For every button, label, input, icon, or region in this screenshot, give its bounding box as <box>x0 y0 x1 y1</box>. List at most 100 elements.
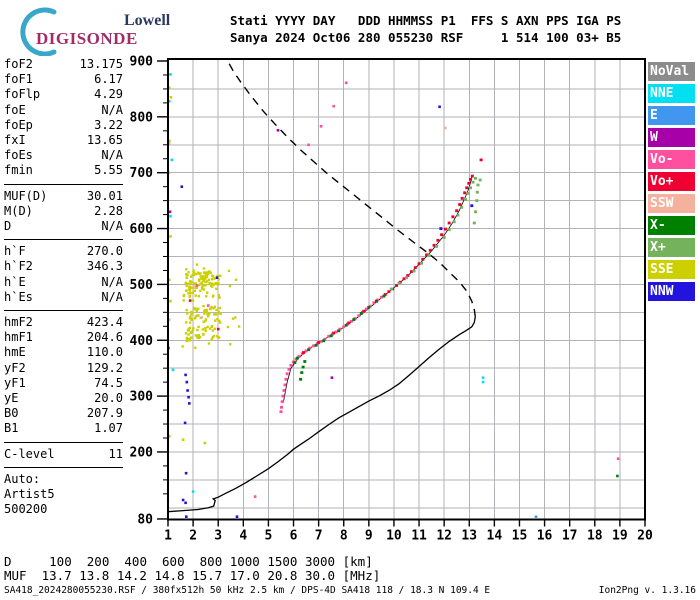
parameter-row: foFlp 4.29 <box>4 87 123 102</box>
parameter-group-separator <box>4 441 123 443</box>
dmuf-value: 30.0 <box>304 568 336 583</box>
lowell-digisonde-logo: Lowell DIGISONDE <box>6 4 216 56</box>
header-values-line: Sanya 2024 Oct06 280 055230 RSF 1 514 10… <box>230 30 622 45</box>
x-axis-tick-label: 7 <box>315 529 323 544</box>
parameter-row: M(D) 2.28 <box>4 204 123 219</box>
parameter-label: M(D) <box>4 203 33 218</box>
legend-item-ssw: SSW <box>648 194 695 213</box>
dmuf-value: 14.8 <box>154 568 185 583</box>
x-axis-tick-label: 5 <box>265 529 273 544</box>
dmuf-value: 200 <box>86 554 110 569</box>
x-axis-tick-label: 6 <box>290 529 298 544</box>
x-axis-tick-label: 4 <box>239 529 247 544</box>
parameter-value: N/A <box>101 102 123 117</box>
parameter-row: D N/A <box>4 219 123 234</box>
parameter-value: N/A <box>101 148 123 163</box>
parameter-value: 13.65 <box>86 133 123 148</box>
parameter-panel: foF2 13.175 foF1 6.17 foFlp 4.29 foE N/A foEp 3.2… <box>4 57 123 517</box>
parameter-value: 30.01 <box>86 188 123 203</box>
parameter-value: 2.28 <box>94 203 123 218</box>
dmuf-value: 400 <box>124 554 147 569</box>
parameter-label: foEs <box>4 148 33 163</box>
parameter-label: foE <box>4 102 26 117</box>
parameter-label: hmF1 <box>4 330 33 345</box>
parameter-value: 13.175 <box>79 57 123 71</box>
parameter-label: 500200 <box>4 502 48 517</box>
parameter-row: hmF2 423.4 <box>4 315 123 330</box>
x-axis: 1 2 3 4 5 6 7 8 9 10 11 12 13 14 15 16 17 18 19 20 <box>164 519 653 544</box>
x-axis-tick-label: 19 <box>612 529 628 544</box>
dmuf-value: 1500 <box>267 554 298 569</box>
parameter-label: h`Es <box>4 289 33 304</box>
parameter-group-separator <box>4 466 123 468</box>
dmuf-value: 17.0 <box>229 568 260 583</box>
parameter-label: h`F2 <box>4 259 33 274</box>
legend-item-vo: Vo- <box>648 150 695 169</box>
parameter-row: foEp 3.22 <box>4 118 123 133</box>
x-axis-tick-label: 13 <box>461 529 477 544</box>
parameter-label: Artist5 <box>4 487 55 502</box>
parameter-value: 4.29 <box>94 87 123 102</box>
x-axis-tick-label: 3 <box>214 529 222 544</box>
parameter-row: yE 20.0 <box>4 391 123 406</box>
parameter-label: h`F <box>4 244 26 259</box>
legend-item-vo: Vo+ <box>648 172 695 191</box>
echo-trace-nnwontrace <box>439 204 474 230</box>
y-axis-tick-label: 300 <box>130 390 154 405</box>
parameter-label: Auto: <box>4 471 41 486</box>
dmuf-value: 14.2 <box>116 568 147 583</box>
parameter-row: h`Es N/A <box>4 290 123 305</box>
parameter-row: 500200 <box>4 502 123 517</box>
parameter-value: 110.0 <box>86 345 123 360</box>
legend-item-sse: SSE <box>648 260 695 279</box>
parameter-label: MUF(D) <box>4 188 48 203</box>
legend-item-x: X+ <box>648 238 695 257</box>
parameter-value: 270.0 <box>86 244 123 259</box>
dmuf-row-label: MUF <box>4 568 27 583</box>
parameter-value: 5.55 <box>94 163 123 178</box>
parameter-label: foF2 <box>4 57 33 71</box>
dmuf-value: 1000 <box>229 554 260 569</box>
x-axis-tick-label: 12 <box>436 529 452 544</box>
parameter-row: hmF1 204.6 <box>4 330 123 345</box>
parameter-value: 3.22 <box>94 117 123 132</box>
parameter-row: fmin 5.55 <box>4 163 123 178</box>
parameter-row: B0 207.9 <box>4 406 123 421</box>
parameter-value: 423.4 <box>86 315 123 330</box>
dmuf-value: 100 <box>49 554 72 569</box>
dmuf-muf-row: MUF 13.7 13.8 14.2 14.8 15.7 17.0 20.8 30.0 [MHz… <box>4 569 380 583</box>
echo-trace-x <box>389 176 482 291</box>
x-axis-tick-label: 1 <box>164 529 172 544</box>
parameter-label: C-level <box>4 446 55 461</box>
x-axis-tick-label: 11 <box>411 529 427 544</box>
parameter-group-separator <box>4 183 123 185</box>
legend-item-e: E <box>648 106 695 125</box>
true-height-profile-line <box>167 316 476 513</box>
dmuf-value: 20.8 <box>267 568 298 583</box>
logo-arc-icon <box>20 7 57 56</box>
parameter-row: foEs N/A <box>4 148 123 163</box>
parameter-row: B1 1.07 <box>4 421 123 436</box>
dmuf-value: 13.8 <box>79 568 110 583</box>
parameter-value: 346.3 <box>86 259 123 274</box>
parameter-label: B1 <box>4 421 19 436</box>
plot-gridlines <box>168 59 645 520</box>
parameter-label: foFlp <box>4 87 41 102</box>
x-axis-tick-label: 17 <box>562 529 578 544</box>
y-axis: 900 800 700 600 500 400 300 200 80 <box>130 55 168 527</box>
parameter-value: 204.6 <box>86 330 123 345</box>
parameter-label: yF1 <box>4 375 26 390</box>
parameter-label: h`E <box>4 274 26 289</box>
dmuf-value: 15.7 <box>192 568 223 583</box>
parameter-label: hmE <box>4 345 26 360</box>
parameter-row: Artist5 <box>4 487 123 502</box>
parameter-row: foF1 6.17 <box>4 72 123 87</box>
dmuf-value: 800 <box>199 554 223 569</box>
x-axis-tick-label: 14 <box>487 529 503 544</box>
dmuf-row-label: D <box>4 554 12 569</box>
parameter-row: yF2 129.2 <box>4 361 123 376</box>
parameter-value: 11 <box>108 446 123 461</box>
echo-trace-vo <box>279 295 383 414</box>
x-axis-tick-label: 10 <box>386 529 402 544</box>
